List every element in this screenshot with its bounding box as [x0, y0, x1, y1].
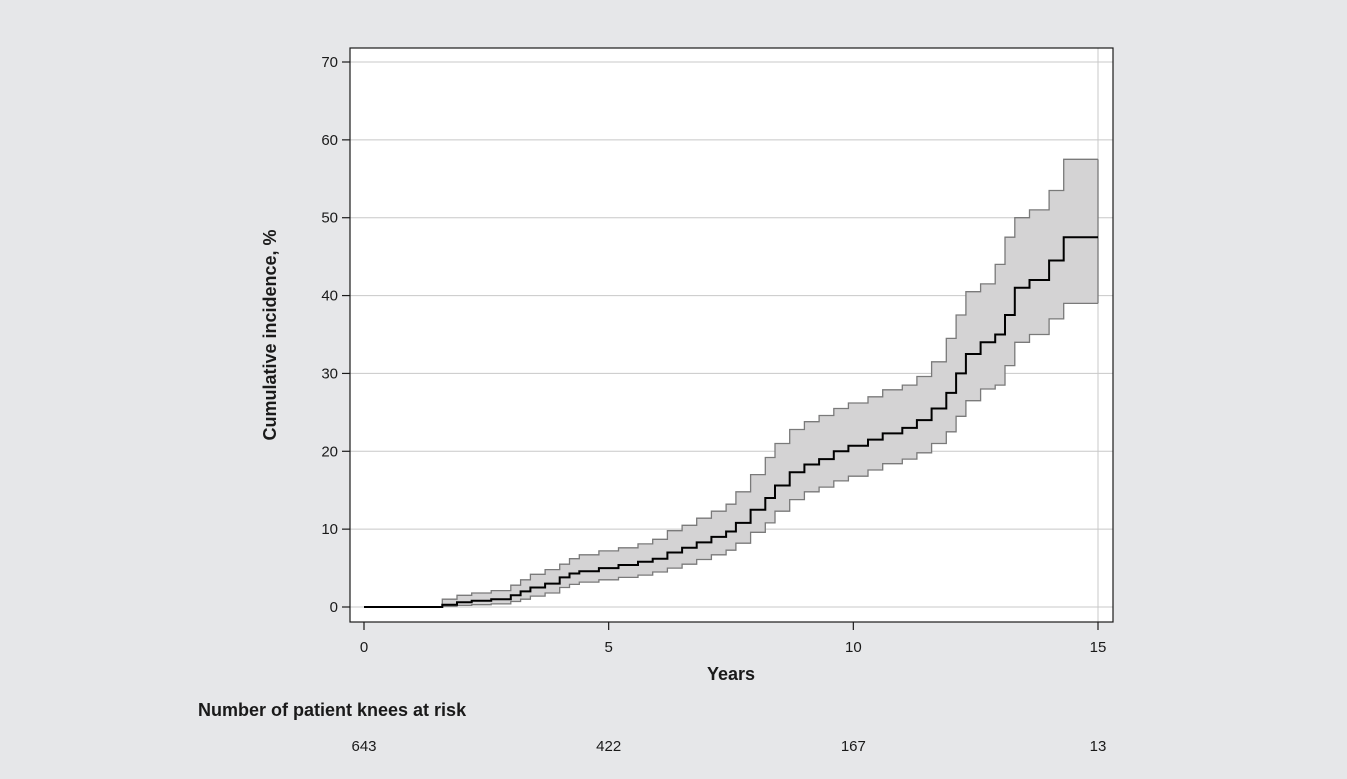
- y-tick-label-10: 10: [321, 521, 338, 538]
- y-tick-label-30: 30: [321, 365, 338, 382]
- ci-upper-line: [364, 158, 1098, 608]
- y-tick-label-50: 50: [321, 210, 338, 227]
- y-tick-label-40: 40: [321, 288, 338, 305]
- plot-frame: [349, 47, 1114, 623]
- risk-value-5: 422: [596, 738, 621, 755]
- y-tick-label-20: 20: [321, 443, 338, 460]
- y-tick-label-0: 0: [330, 599, 338, 616]
- risk-value-10: 167: [841, 738, 866, 755]
- risk-table-values: 643 422 167 13: [351, 738, 1106, 755]
- ci-lower-line: [364, 302, 1098, 608]
- confidence-band: [364, 158, 1099, 608]
- risk-table-title: Number of patient knees at risk: [198, 700, 467, 720]
- risk-value-0: 643: [351, 738, 376, 755]
- estimate-line: [364, 236, 1098, 608]
- x-tick-label-0: 0: [360, 639, 368, 656]
- x-axis-title: Years: [707, 664, 755, 684]
- y-tick-label-70: 70: [321, 54, 338, 71]
- axes: 0 10 20 30 40 50 60 70 0 5 10 15: [321, 54, 1106, 656]
- x-tick-label-5: 5: [604, 639, 612, 656]
- y-axis-title: Cumulative incidence, %: [260, 229, 280, 440]
- risk-value-15: 13: [1090, 738, 1107, 755]
- x-tick-label-10: 10: [845, 639, 862, 656]
- y-tick-label-60: 60: [321, 132, 338, 149]
- ci-band-fill: [364, 159, 1098, 608]
- x-tick-label-15: 15: [1090, 639, 1107, 656]
- data-lines: [364, 236, 1098, 608]
